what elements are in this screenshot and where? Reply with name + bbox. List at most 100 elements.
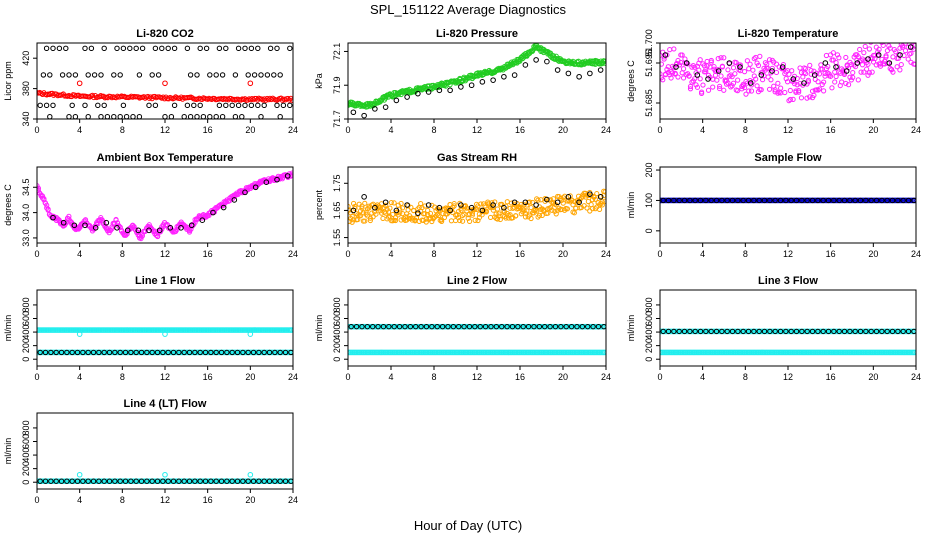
data-point <box>704 63 710 69</box>
data-point <box>790 96 796 102</box>
data-point <box>511 199 518 206</box>
data-point <box>875 52 882 58</box>
plot-frame <box>659 42 917 120</box>
data-point <box>793 197 800 204</box>
data-point <box>829 85 835 91</box>
data-point <box>756 197 762 204</box>
data-point <box>704 58 710 65</box>
data-point <box>522 214 529 220</box>
y-tick-label: 800 <box>21 420 31 435</box>
data-point <box>834 52 841 58</box>
data-point <box>822 60 829 66</box>
x-tick-label: 20 <box>868 125 878 135</box>
data-point <box>708 59 714 65</box>
data-point <box>597 67 604 73</box>
data-point <box>494 206 501 212</box>
data-point <box>864 66 870 72</box>
data-point <box>873 197 880 204</box>
data-point <box>803 70 809 77</box>
data-point <box>482 323 489 330</box>
data-point <box>47 114 53 119</box>
data-point <box>458 202 464 208</box>
x-tick-label: 16 <box>203 372 213 382</box>
data-point <box>178 225 184 231</box>
data-point <box>725 67 731 73</box>
data-point <box>900 197 906 204</box>
data-point <box>386 323 392 330</box>
data-point <box>772 328 778 335</box>
y-tick-label: 100 <box>644 193 654 208</box>
data-point <box>43 45 50 52</box>
data-point <box>809 328 816 335</box>
data-point <box>888 66 895 73</box>
x-tick-label: 8 <box>743 125 748 135</box>
data-point <box>144 478 150 484</box>
data-point <box>457 217 463 224</box>
x-tick-label: 24 <box>911 372 921 382</box>
x-tick-label: 0 <box>345 125 350 135</box>
x-tick-label: 12 <box>472 249 482 259</box>
data-point <box>373 211 379 217</box>
data-point <box>207 72 213 78</box>
data-point <box>687 86 694 92</box>
data-point <box>359 323 365 330</box>
data-point <box>815 328 821 335</box>
y-axis-label: ml/min <box>626 315 636 342</box>
x-tick-label: 0 <box>657 249 662 259</box>
x-tick-label: 24 <box>601 372 611 382</box>
data-point <box>429 323 435 330</box>
data-point <box>266 478 273 484</box>
data-point <box>863 328 869 335</box>
chart-panel: Li-820 Temperature degrees C 0 4 8 12 16 20 24 51… <box>626 28 921 135</box>
data-point <box>859 62 866 68</box>
x-tick-label: 24 <box>288 125 298 135</box>
data-point <box>165 478 171 484</box>
x-tick-label: 24 <box>288 249 298 259</box>
data-point <box>277 478 283 484</box>
x-tick-label: 4 <box>77 372 82 382</box>
data-point <box>37 349 43 356</box>
data-point <box>37 102 43 109</box>
data-point <box>82 222 88 229</box>
data-point <box>434 211 441 217</box>
data-point <box>683 60 690 66</box>
data-point <box>725 80 731 86</box>
x-tick-label: 24 <box>601 125 611 135</box>
data-point <box>242 189 248 196</box>
data-point <box>601 349 606 356</box>
data-point <box>750 67 756 73</box>
y-axis-label: ml/min <box>626 192 636 219</box>
data-point <box>845 82 852 88</box>
data-point <box>584 205 590 211</box>
data-point <box>124 227 131 234</box>
data-point <box>745 197 752 204</box>
y-tick-label: 200 <box>21 338 31 353</box>
data-point <box>564 206 571 212</box>
x-tick-label: 12 <box>472 372 482 382</box>
data-point <box>469 212 475 218</box>
data-point <box>176 349 182 356</box>
data-point <box>675 74 681 80</box>
data-point <box>905 43 908 44</box>
data-point <box>825 63 831 70</box>
data-point <box>152 102 159 109</box>
data-point <box>538 197 544 203</box>
data-point <box>415 210 421 216</box>
data-point <box>660 49 666 55</box>
x-tick-label: 20 <box>868 249 878 259</box>
data-point <box>719 63 726 69</box>
data-point <box>900 44 906 50</box>
data-point <box>256 349 262 356</box>
x-tick-label: 4 <box>388 125 393 135</box>
data-point <box>219 72 226 78</box>
data-point <box>862 43 868 50</box>
data-point <box>718 55 724 61</box>
data-point <box>232 72 239 78</box>
data-point <box>779 64 786 70</box>
x-tick-label: 0 <box>34 372 39 382</box>
x-tick-label: 12 <box>160 495 170 505</box>
data-point <box>831 197 837 204</box>
data-point <box>219 114 226 119</box>
x-tick-label: 20 <box>245 249 255 259</box>
data-point <box>106 478 113 484</box>
